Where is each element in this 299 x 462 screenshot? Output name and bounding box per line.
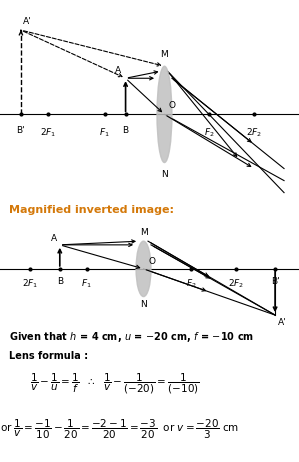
Ellipse shape: [157, 66, 172, 163]
Text: $F_2$: $F_2$: [204, 127, 215, 139]
Text: O: O: [148, 257, 155, 266]
Text: $\dfrac{1}{v} - \dfrac{1}{u} = \dfrac{1}{f}$  $\therefore$  $\dfrac{1}{v} - \dfr: $\dfrac{1}{v} - \dfrac{1}{u} = \dfrac{1}…: [30, 372, 199, 396]
Text: O: O: [169, 101, 176, 110]
Text: Lens formula :: Lens formula :: [9, 351, 88, 361]
Text: A: A: [115, 66, 121, 75]
Text: $2F_2$: $2F_2$: [228, 277, 244, 290]
Text: A': A': [278, 318, 287, 327]
Text: B: B: [57, 277, 63, 286]
Text: B: B: [123, 127, 129, 135]
Text: B': B': [17, 127, 25, 135]
Text: A: A: [51, 234, 57, 243]
Text: $F_2$: $F_2$: [186, 277, 197, 290]
Text: A': A': [22, 17, 31, 25]
Text: $2F_1$: $2F_1$: [40, 127, 56, 139]
Text: $2F_2$: $2F_2$: [246, 127, 262, 139]
Ellipse shape: [136, 241, 151, 297]
Text: Magnified inverted image:: Magnified inverted image:: [9, 205, 174, 215]
Text: or $\dfrac{1}{v} = \dfrac{-1}{10} - \dfrac{1}{20} = \dfrac{-2-1}{20} = \dfrac{-3: or $\dfrac{1}{v} = \dfrac{-1}{10} - \dfr…: [0, 418, 239, 441]
Text: N: N: [140, 300, 147, 309]
Text: Given that $h$ = 4 cm, $u$ = $-$20 cm, $f$ = $-$10 cm: Given that $h$ = 4 cm, $u$ = $-$20 cm, $…: [9, 330, 254, 344]
Text: N: N: [161, 170, 168, 179]
Text: $F_1$: $F_1$: [99, 127, 110, 139]
Text: $F_1$: $F_1$: [81, 277, 92, 290]
Text: M: M: [161, 50, 168, 59]
Text: B': B': [271, 277, 279, 286]
Text: $2F_1$: $2F_1$: [22, 277, 38, 290]
Text: M: M: [140, 229, 147, 237]
